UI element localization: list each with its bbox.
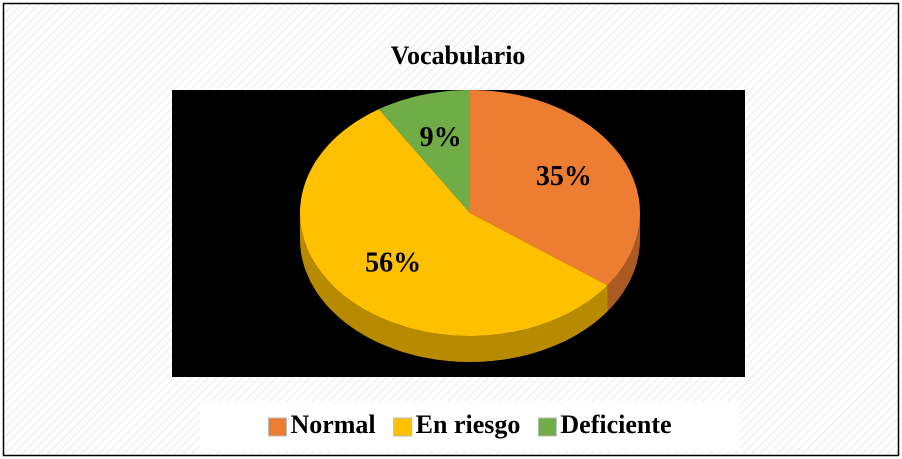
chart-title: Vocabulario xyxy=(391,41,526,70)
legend-label: Normal xyxy=(290,410,375,439)
data-label: 9% xyxy=(420,122,462,153)
legend-label: En riesgo xyxy=(416,410,521,439)
pie: 35% 56% 9% xyxy=(300,90,640,362)
legend-marker xyxy=(537,417,557,437)
data-label: 56% xyxy=(365,248,421,279)
legend-label: Deficiente xyxy=(560,410,671,439)
legend-marker xyxy=(267,417,287,437)
slice-side xyxy=(607,213,640,312)
slice xyxy=(470,90,640,286)
legend: Normal En riesgo Deficiente xyxy=(267,410,672,439)
legend-box xyxy=(200,401,740,451)
legend-marker xyxy=(393,417,413,437)
slice xyxy=(378,90,470,213)
slice-side xyxy=(300,213,608,362)
slice xyxy=(300,109,608,336)
data-label: 35% xyxy=(536,161,592,192)
